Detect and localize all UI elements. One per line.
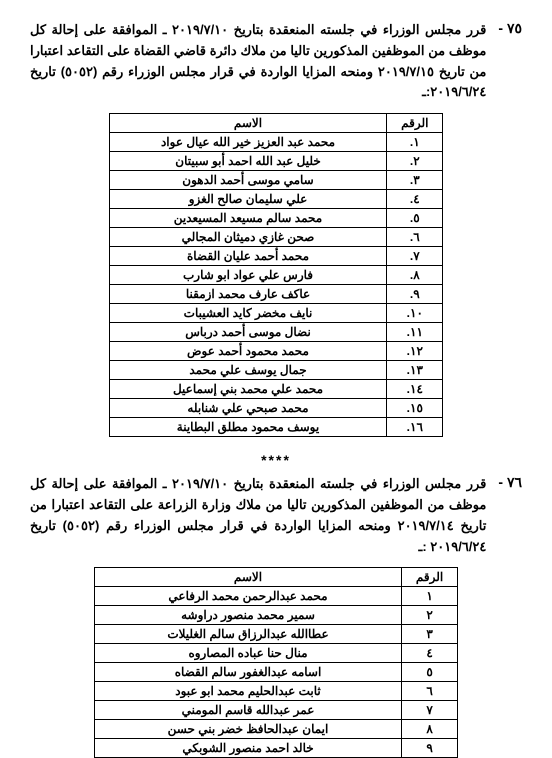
table-1: الرقم الاسم ١.محمد عبد العزيز خير الله ع… [109, 113, 444, 437]
row-number: ١٥. [387, 399, 443, 418]
table-row: ٢سمير محمد منصور دراوشه [94, 606, 457, 625]
section-1-text: قرر مجلس الوزراء في جلسته المنعقدة بتاري… [30, 20, 486, 103]
row-number: ٢. [387, 152, 443, 171]
table-row: ٢.خليل عبد الله احمد أبو سبيتان [109, 152, 443, 171]
row-name: عاكف عارف محمد ازمقنا [109, 285, 387, 304]
table-row: ٨.فارس علي عواد ابو شارب [109, 266, 443, 285]
row-number: ٥. [387, 209, 443, 228]
row-name: نايف مخضر كايد العشيبات [109, 304, 387, 323]
table-row: ١٢.محمد محمود أحمد عوض [109, 342, 443, 361]
row-name: فارس علي عواد ابو شارب [109, 266, 387, 285]
row-number: ١. [387, 133, 443, 152]
row-name: محمد محمود أحمد عوض [109, 342, 387, 361]
table-row: ٩خالد احمد منصور الشوبكي [94, 739, 457, 758]
row-number: ١٢. [387, 342, 443, 361]
table-row: ١٣.جمال يوسف علي محمد [109, 361, 443, 380]
table-row: ٥اسامه عبدالغفور سالم القضاه [94, 663, 457, 682]
table-1-header-name: الاسم [109, 114, 387, 133]
row-name: محمد سالم مسيعد المسيعدين [109, 209, 387, 228]
row-number: ٩ [402, 739, 458, 758]
row-number: ١٣. [387, 361, 443, 380]
row-name: محمد عبد العزيز خير الله عيال عواد [109, 133, 387, 152]
table-row: ١محمد عبدالرحمن محمد الرفاعي [94, 587, 457, 606]
table-row: ١١.نضال موسى أحمد درباس [109, 323, 443, 342]
row-number: ٥ [402, 663, 458, 682]
row-number: ٧. [387, 247, 443, 266]
row-number: ٨. [387, 266, 443, 285]
row-number: ٩. [387, 285, 443, 304]
table-row: ٩.عاكف عارف محمد ازمقنا [109, 285, 443, 304]
section-separator: **** [30, 452, 522, 468]
row-number: ٣. [387, 171, 443, 190]
table-row: ١.محمد عبد العزيز خير الله عيال عواد [109, 133, 443, 152]
row-number: ٤ [402, 644, 458, 663]
section-1-number: ٧٥ - [498, 20, 522, 37]
row-name: اسامه عبدالغفور سالم القضاه [94, 663, 401, 682]
row-number: ١٤. [387, 380, 443, 399]
table-row: ٣عطاالله عبدالرزاق سالم الغليلات [94, 625, 457, 644]
table-row: ١٤.محمد علي محمد بني إسماعيل [109, 380, 443, 399]
table-1-header-num: الرقم [387, 114, 443, 133]
section-2-text: قرر مجلس الوزراء في جلسته المنعقدة بتاري… [30, 474, 486, 557]
table-row: ٧.محمد أحمد عليان القضاة [109, 247, 443, 266]
table-2: الرقم الاسم ١محمد عبدالرحمن محمد الرفاعي… [94, 567, 458, 758]
row-name: خليل عبد الله احمد أبو سبيتان [109, 152, 387, 171]
row-name: عطاالله عبدالرزاق سالم الغليلات [94, 625, 401, 644]
table-row: ٦ثابت عبدالحليم محمد ابو عبود [94, 682, 457, 701]
table-row: ١٦.يوسف محمود مطلق البطاينة [109, 418, 443, 437]
row-name: محمد علي محمد بني إسماعيل [109, 380, 387, 399]
row-name: محمد صبحي علي شنابله [109, 399, 387, 418]
table-row: ٧عمر عبدالله قاسم المومني [94, 701, 457, 720]
table-row: ٥.محمد سالم مسيعد المسيعدين [109, 209, 443, 228]
row-number: ١ [402, 587, 458, 606]
row-name: عمر عبدالله قاسم المومني [94, 701, 401, 720]
table-row: ٤.علي سليمان صالح الغزو [109, 190, 443, 209]
row-name: محمد أحمد عليان القضاة [109, 247, 387, 266]
table-row: ٣.سامي موسى أحمد الدهون [109, 171, 443, 190]
row-name: ايمان عبدالحافظ خضر بني حسن [94, 720, 401, 739]
row-number: ٧ [402, 701, 458, 720]
row-name: يوسف محمود مطلق البطاينة [109, 418, 387, 437]
row-number: ٨ [402, 720, 458, 739]
row-name: صحن غازي دميثان المجالي [109, 228, 387, 247]
table-row: ١٠.نايف مخضر كايد العشيبات [109, 304, 443, 323]
table-row: ٤منال حنا عباده المصاروه [94, 644, 457, 663]
row-name: سمير محمد منصور دراوشه [94, 606, 401, 625]
table-row: ١٥.محمد صبحي علي شنابله [109, 399, 443, 418]
row-number: ١١. [387, 323, 443, 342]
row-number: ١٠. [387, 304, 443, 323]
row-name: نضال موسى أحمد درباس [109, 323, 387, 342]
row-number: ٣ [402, 625, 458, 644]
row-name: علي سليمان صالح الغزو [109, 190, 387, 209]
row-name: خالد احمد منصور الشوبكي [94, 739, 401, 758]
table-2-header-name: الاسم [94, 568, 401, 587]
section-1: ٧٥ - قرر مجلس الوزراء في جلسته المنعقدة … [30, 20, 522, 437]
row-name: ثابت عبدالحليم محمد ابو عبود [94, 682, 401, 701]
section-1-header: ٧٥ - قرر مجلس الوزراء في جلسته المنعقدة … [30, 20, 522, 103]
row-number: ٦. [387, 228, 443, 247]
section-2-header: ٧٦ - قرر مجلس الوزراء في جلسته المنعقدة … [30, 474, 522, 557]
table-row: ٦.صحن غازي دميثان المجالي [109, 228, 443, 247]
row-name: منال حنا عباده المصاروه [94, 644, 401, 663]
table-row: ٨ايمان عبدالحافظ خضر بني حسن [94, 720, 457, 739]
row-number: ٢ [402, 606, 458, 625]
row-name: جمال يوسف علي محمد [109, 361, 387, 380]
row-name: سامي موسى أحمد الدهون [109, 171, 387, 190]
row-name: محمد عبدالرحمن محمد الرفاعي [94, 587, 401, 606]
table-1-header-row: الرقم الاسم [109, 114, 443, 133]
section-2-number: ٧٦ - [498, 474, 522, 491]
row-number: ١٦. [387, 418, 443, 437]
table-2-header-row: الرقم الاسم [94, 568, 457, 587]
section-2: ٧٦ - قرر مجلس الوزراء في جلسته المنعقدة … [30, 474, 522, 758]
row-number: ٤. [387, 190, 443, 209]
row-number: ٦ [402, 682, 458, 701]
table-2-header-num: الرقم [402, 568, 458, 587]
